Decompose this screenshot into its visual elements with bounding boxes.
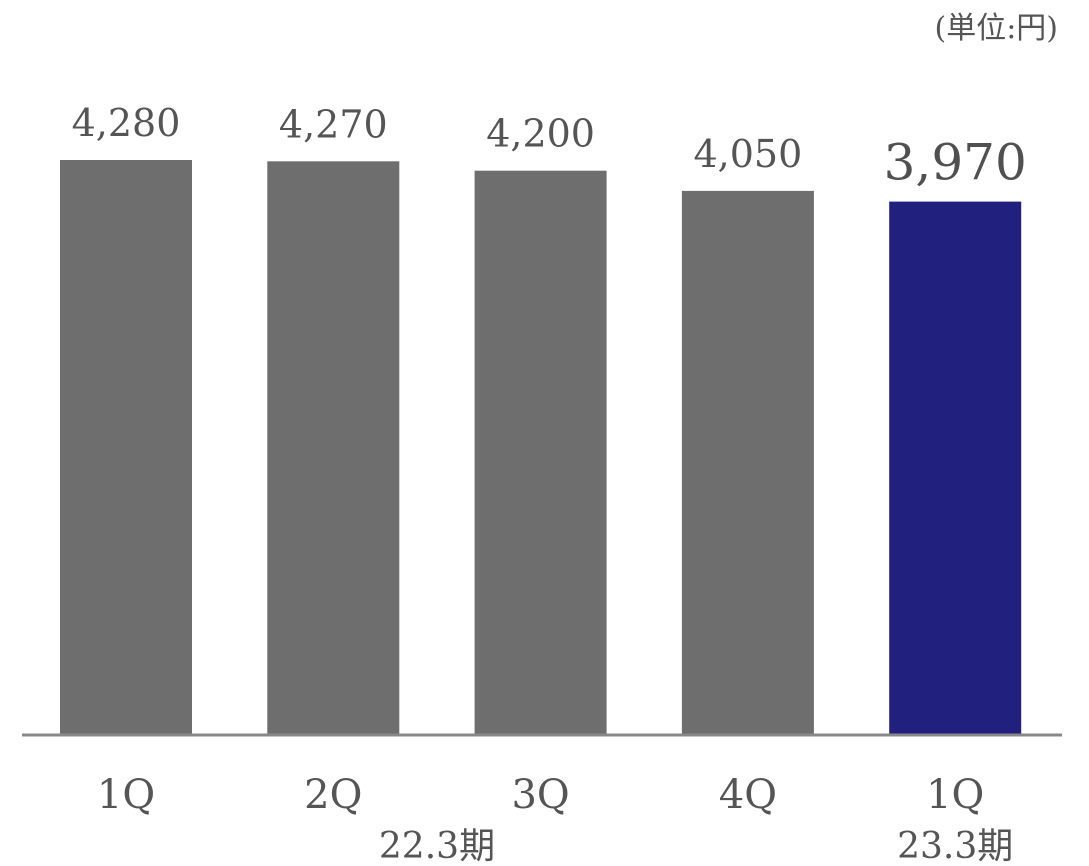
tick-label-2: 2Q <box>304 772 362 818</box>
bar-3 <box>474 170 607 735</box>
unit-label: (単位:円) <box>934 11 1058 46</box>
value-label-5: 3,970 <box>884 134 1027 192</box>
tick-label-3: 3Q <box>511 772 569 818</box>
value-label-2: 4,270 <box>279 102 388 146</box>
group-label-2: 23.3期 <box>897 826 1013 866</box>
tick-label-1: 1Q <box>97 772 155 818</box>
value-label-3: 4,200 <box>486 112 595 156</box>
group-label-1: 22.3期 <box>379 826 495 866</box>
value-label-1: 4,280 <box>72 101 181 145</box>
bar-2 <box>267 161 400 736</box>
bar-5 <box>889 201 1022 736</box>
tick-labels-layer: 1Q 2Q 3Q 4Q 1Q <box>97 772 984 818</box>
tick-label-5: 1Q <box>926 772 984 818</box>
value-label-4: 4,050 <box>694 132 803 176</box>
value-labels-layer: 4,280 4,270 4,200 4,050 3,970 <box>72 101 1027 192</box>
bar-1 <box>60 160 192 735</box>
bars-layer <box>60 160 1022 736</box>
bar-4 <box>681 190 814 735</box>
group-labels-layer: 22.3期 23.3期 <box>379 826 1013 866</box>
tick-label-4: 4Q <box>719 772 777 818</box>
